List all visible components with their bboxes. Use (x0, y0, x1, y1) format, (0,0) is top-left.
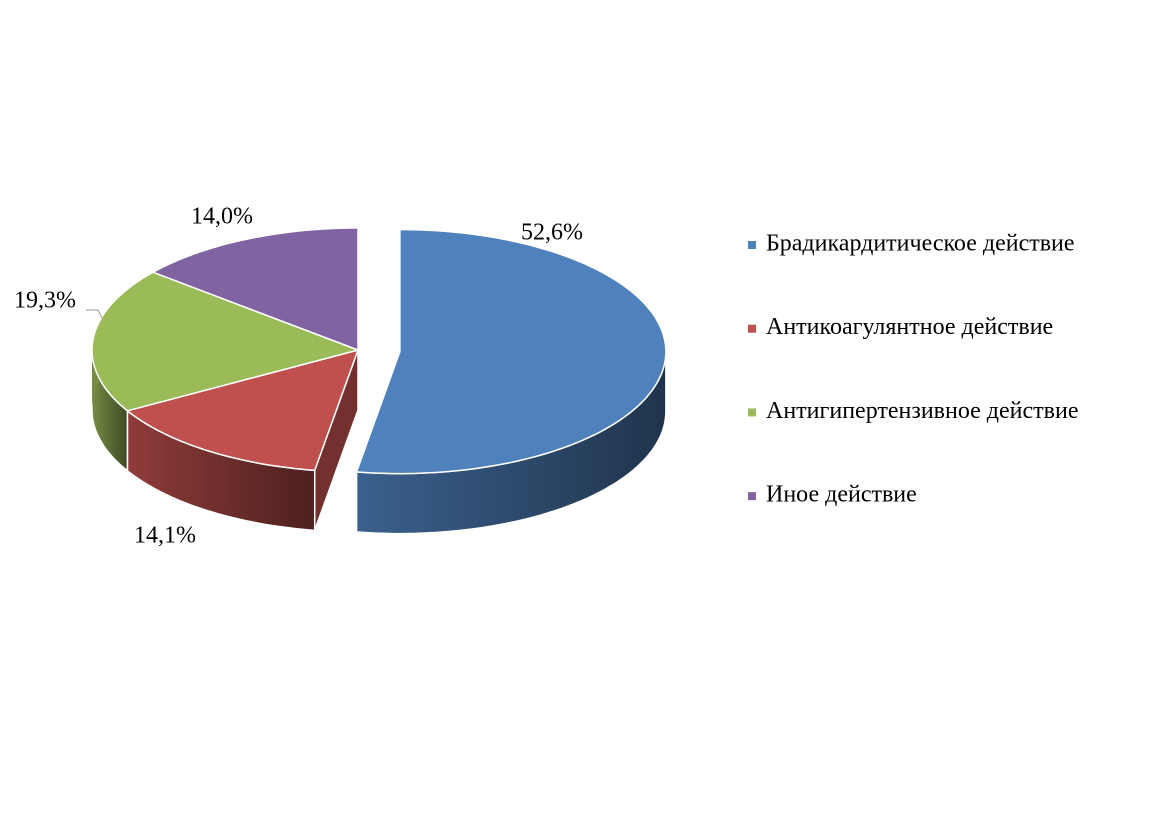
data-label: 14,1% (134, 523, 196, 549)
slice (355, 228, 667, 475)
legend-label: Брадикардитическое действие (766, 231, 1075, 257)
slice (151, 227, 359, 352)
legend-swatch (748, 324, 756, 333)
legend-swatch (748, 492, 756, 501)
data-label: 14,0% (191, 204, 253, 230)
legend-label: Антигипертензивное действие (766, 398, 1078, 424)
legend-label: Антикоагулянтное действие (766, 314, 1053, 340)
legend-label: Иное действие (766, 482, 917, 508)
data-label: 52,6% (521, 220, 583, 246)
slice (91, 271, 361, 412)
legend-swatch (748, 408, 756, 417)
leader-line (86, 309, 103, 319)
data-label: 19,3% (14, 288, 76, 314)
legend-swatch (748, 241, 756, 249)
slice (125, 348, 360, 472)
